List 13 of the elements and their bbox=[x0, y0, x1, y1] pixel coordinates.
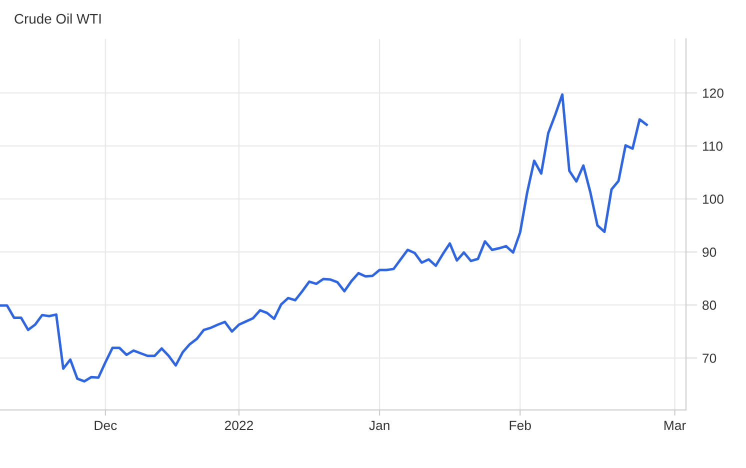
chart-title: Crude Oil WTI bbox=[14, 14, 101, 24]
y-tick-label: 110 bbox=[702, 142, 722, 151]
x-tick-label: Mar bbox=[664, 420, 686, 430]
line-series bbox=[0, 93, 648, 383]
y-tick-label: 100 bbox=[702, 194, 724, 204]
x-tick-label: 2022 bbox=[224, 420, 253, 430]
x-tick-label: Feb bbox=[510, 420, 531, 430]
y-tick-label: 80 bbox=[702, 300, 716, 310]
x-tick-label: Dec bbox=[94, 420, 117, 430]
y-tick-label: 120 bbox=[702, 88, 724, 98]
y-tick-label: 90 bbox=[702, 248, 716, 257]
x-tick-label: Jan bbox=[369, 420, 390, 430]
y-tick-label: 70 bbox=[702, 354, 716, 363]
